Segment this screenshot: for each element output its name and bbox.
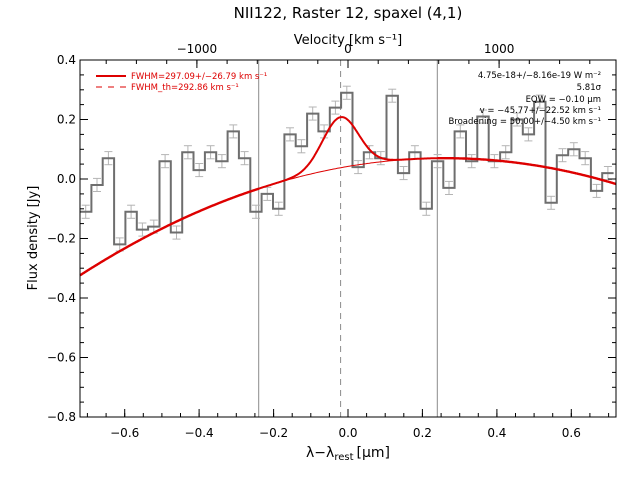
x-tick-label: −0.2 <box>259 426 288 440</box>
x-tick-label: 0.4 <box>487 426 506 440</box>
x-tick-label: 0.0 <box>338 426 357 440</box>
y-axis-label: Flux density [Jy] <box>26 186 41 291</box>
gaussian-fit-line <box>258 116 438 190</box>
annotation-broadening: Broadening = 50.00+/−4.50 km s⁻¹ <box>448 117 601 127</box>
fit-annotations: 4.75e-18+/−8.16e-19 W m⁻² 5.81σ EQW = −0… <box>448 71 601 127</box>
annotation-significance: 5.81σ <box>577 83 602 93</box>
axis-ticks: −0.6 −0.4 −0.2 0.0 0.2 0.4 0.6 −0.8 −0.6 −0.4 −0.2… <box>47 42 616 440</box>
x-tick-label: 0.2 <box>413 426 432 440</box>
annotation-line-flux: 4.75e-18+/−8.16e-19 W m⁻² <box>478 71 601 81</box>
legend: FWHM=297.09+/−26.79 km s⁻¹ FWHM_th=292.8… <box>96 72 267 93</box>
spectrum-series <box>80 91 614 246</box>
top-axis-label: Velocity [km s⁻¹] <box>294 33 402 48</box>
y-tick-label: 0.2 <box>57 113 76 127</box>
guide-lines <box>258 60 438 417</box>
x-tick-label: −0.6 <box>110 426 139 440</box>
x-axis-label-subscript: rest <box>334 452 353 463</box>
continuum-fit-thick-line <box>79 157 617 277</box>
top-tick-label: −1000 <box>177 42 218 56</box>
annotation-eqw: EQW = −0.10 μm <box>526 95 601 105</box>
chart-title: NII122, Raster 12, spaxel (4,1) <box>234 4 463 22</box>
y-tick-label: −0.6 <box>47 351 76 365</box>
x-tick-label: 0.6 <box>562 426 581 440</box>
legend-fwhm-label: FWHM=297.09+/−26.79 km s⁻¹ <box>131 72 267 82</box>
top-tick-label: 0 <box>344 42 352 56</box>
y-tick-label: −0.2 <box>47 232 76 246</box>
y-tick-label: −0.8 <box>47 410 76 424</box>
x-axis-label: λ−λrest [μm] <box>306 445 390 463</box>
y-tick-label: 0.0 <box>57 172 76 186</box>
top-tick-label: 1000 <box>484 42 515 56</box>
y-tick-label: 0.4 <box>57 53 76 67</box>
annotation-velocity: v = −45.77+/−22.52 km s⁻¹ <box>480 106 601 116</box>
x-axis-label-unit: [μm] <box>357 445 390 461</box>
y-tick-label: −0.4 <box>47 291 76 305</box>
x-axis-label-main: λ−λ <box>306 445 334 461</box>
x-tick-label: −0.4 <box>185 426 214 440</box>
legend-fwhm-th-label: FWHM_th=292.86 km s⁻¹ <box>131 83 239 93</box>
